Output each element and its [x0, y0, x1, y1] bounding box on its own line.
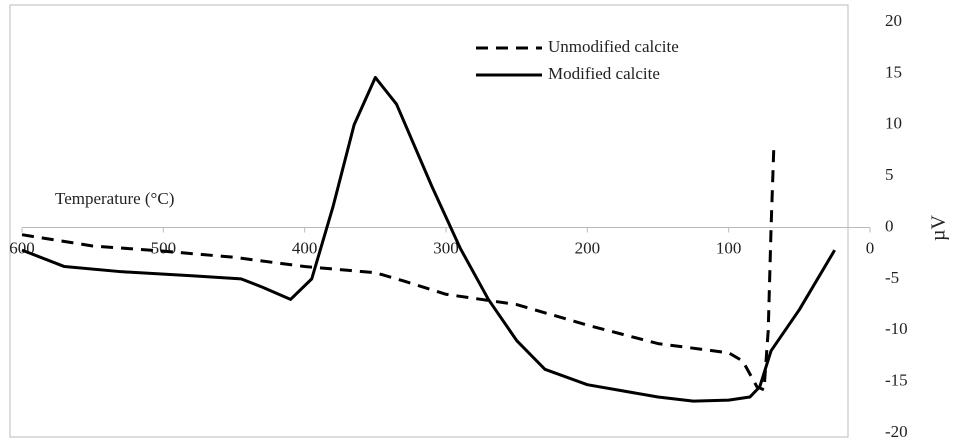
data-line [21, 145, 776, 392]
y-tick-label: -5 [885, 268, 899, 287]
legend-label: Unmodified calcite [548, 37, 679, 56]
y-tick-label: -15 [885, 371, 908, 390]
y-tick-label: 20 [885, 11, 902, 30]
x-tick-label: 200 [575, 238, 601, 257]
y-tick-label: -20 [885, 422, 908, 441]
x-tick-label: 100 [716, 238, 742, 257]
y-tick-label: -10 [885, 319, 908, 338]
x-tick-label: 500 [151, 238, 177, 257]
y-tick-label: 0 [885, 216, 894, 235]
y-tick-label: 10 [885, 114, 902, 133]
y-axis-label: µV [928, 214, 950, 241]
legend-label: Modified calcite [548, 64, 660, 83]
x-tick-label: 400 [292, 238, 318, 257]
x-tick-label: 300 [433, 238, 459, 257]
x-axis-label: Temperature (°C) [55, 189, 174, 208]
plot-frame [9, 4, 849, 438]
y-tick-label: 15 [885, 62, 902, 81]
data-line [21, 75, 836, 403]
y-tick-label: 5 [885, 165, 894, 184]
x-tick-label: 0 [866, 238, 875, 257]
